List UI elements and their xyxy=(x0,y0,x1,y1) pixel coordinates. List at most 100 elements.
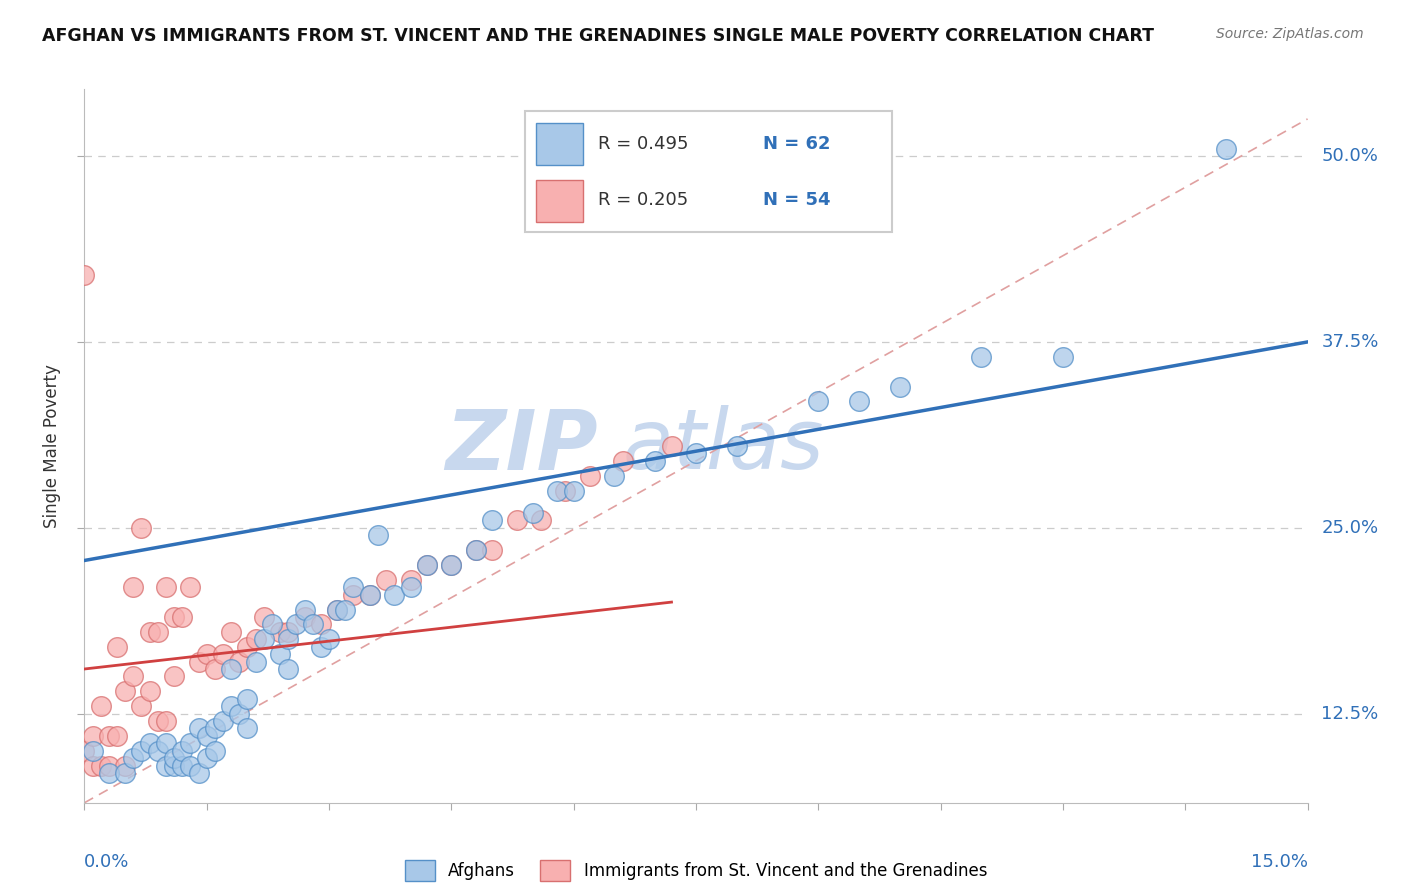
Point xyxy=(73,268,96,282)
Point xyxy=(219,624,242,639)
Point xyxy=(416,558,439,572)
Point xyxy=(245,655,267,669)
Point xyxy=(122,669,145,683)
Point xyxy=(253,610,276,624)
Point xyxy=(554,483,576,498)
Point xyxy=(318,632,340,647)
Point xyxy=(326,602,349,616)
Point xyxy=(146,624,169,639)
Point xyxy=(187,655,209,669)
Point xyxy=(277,624,299,639)
Point xyxy=(204,722,226,736)
Point xyxy=(195,751,218,765)
Point xyxy=(131,744,153,758)
Point xyxy=(114,766,136,780)
Point xyxy=(146,744,169,758)
Point xyxy=(807,394,830,409)
Text: AFGHAN VS IMMIGRANTS FROM ST. VINCENT AND THE GRENADINES SINGLE MALE POVERTY COR: AFGHAN VS IMMIGRANTS FROM ST. VINCENT AN… xyxy=(42,27,1154,45)
Point xyxy=(138,624,160,639)
Point xyxy=(725,439,748,453)
Point xyxy=(228,706,250,721)
Point xyxy=(163,758,186,772)
Text: Source: ZipAtlas.com: Source: ZipAtlas.com xyxy=(1216,27,1364,41)
Point xyxy=(326,602,349,616)
Point xyxy=(97,758,120,772)
Point xyxy=(163,610,186,624)
Point xyxy=(172,744,194,758)
Text: 0.0%: 0.0% xyxy=(84,853,129,871)
Point xyxy=(82,729,104,743)
Point xyxy=(335,602,357,616)
Point xyxy=(122,580,145,594)
Point xyxy=(294,610,316,624)
Text: atlas: atlas xyxy=(623,406,824,486)
Point xyxy=(260,617,283,632)
Point xyxy=(228,655,250,669)
Point xyxy=(131,521,153,535)
Point xyxy=(97,729,120,743)
Point xyxy=(163,669,186,683)
Point xyxy=(155,758,177,772)
Point xyxy=(1052,350,1074,364)
Point xyxy=(187,722,209,736)
Point xyxy=(97,766,120,780)
Point xyxy=(122,751,145,765)
Text: ZIP: ZIP xyxy=(446,406,598,486)
Point xyxy=(131,699,153,714)
Point xyxy=(382,588,405,602)
Point xyxy=(138,736,160,750)
Point xyxy=(661,439,683,453)
Point xyxy=(685,446,707,460)
Point xyxy=(172,610,194,624)
Point xyxy=(269,624,291,639)
Point xyxy=(342,580,364,594)
Point xyxy=(179,758,201,772)
Point xyxy=(269,647,291,661)
Point xyxy=(138,684,160,698)
Point xyxy=(179,580,201,594)
Text: 50.0%: 50.0% xyxy=(1322,147,1378,165)
Point xyxy=(644,454,666,468)
Point xyxy=(399,573,422,587)
Point xyxy=(375,573,398,587)
Point xyxy=(440,558,463,572)
Text: 12.5%: 12.5% xyxy=(1322,705,1379,723)
Y-axis label: Single Male Poverty: Single Male Poverty xyxy=(44,364,62,528)
Point xyxy=(172,758,194,772)
Point xyxy=(309,617,332,632)
Point xyxy=(90,758,112,772)
Point xyxy=(464,543,486,558)
Point xyxy=(889,379,911,393)
Point xyxy=(236,691,259,706)
Legend: Afghans, Immigrants from St. Vincent and the Grenadines: Afghans, Immigrants from St. Vincent and… xyxy=(398,854,994,888)
Point xyxy=(73,744,96,758)
Point xyxy=(603,468,626,483)
Point xyxy=(187,766,209,780)
Point xyxy=(848,394,870,409)
Point xyxy=(219,662,242,676)
Text: 25.0%: 25.0% xyxy=(1322,519,1379,537)
Point xyxy=(219,699,242,714)
Point xyxy=(105,640,128,654)
Text: 15.0%: 15.0% xyxy=(1250,853,1308,871)
Point xyxy=(146,714,169,728)
Point xyxy=(277,662,299,676)
Point xyxy=(294,602,316,616)
Point xyxy=(212,647,235,661)
Point xyxy=(195,729,218,743)
Point xyxy=(212,714,235,728)
Point xyxy=(1215,142,1237,156)
Point xyxy=(163,751,186,765)
Point xyxy=(359,588,381,602)
Point xyxy=(285,617,308,632)
Point xyxy=(530,513,553,527)
Point xyxy=(236,640,259,654)
Point xyxy=(179,736,201,750)
Point xyxy=(440,558,463,572)
Point xyxy=(204,662,226,676)
Point xyxy=(579,468,602,483)
Point xyxy=(481,513,503,527)
Point xyxy=(155,736,177,750)
Point xyxy=(277,632,299,647)
Point xyxy=(970,350,993,364)
